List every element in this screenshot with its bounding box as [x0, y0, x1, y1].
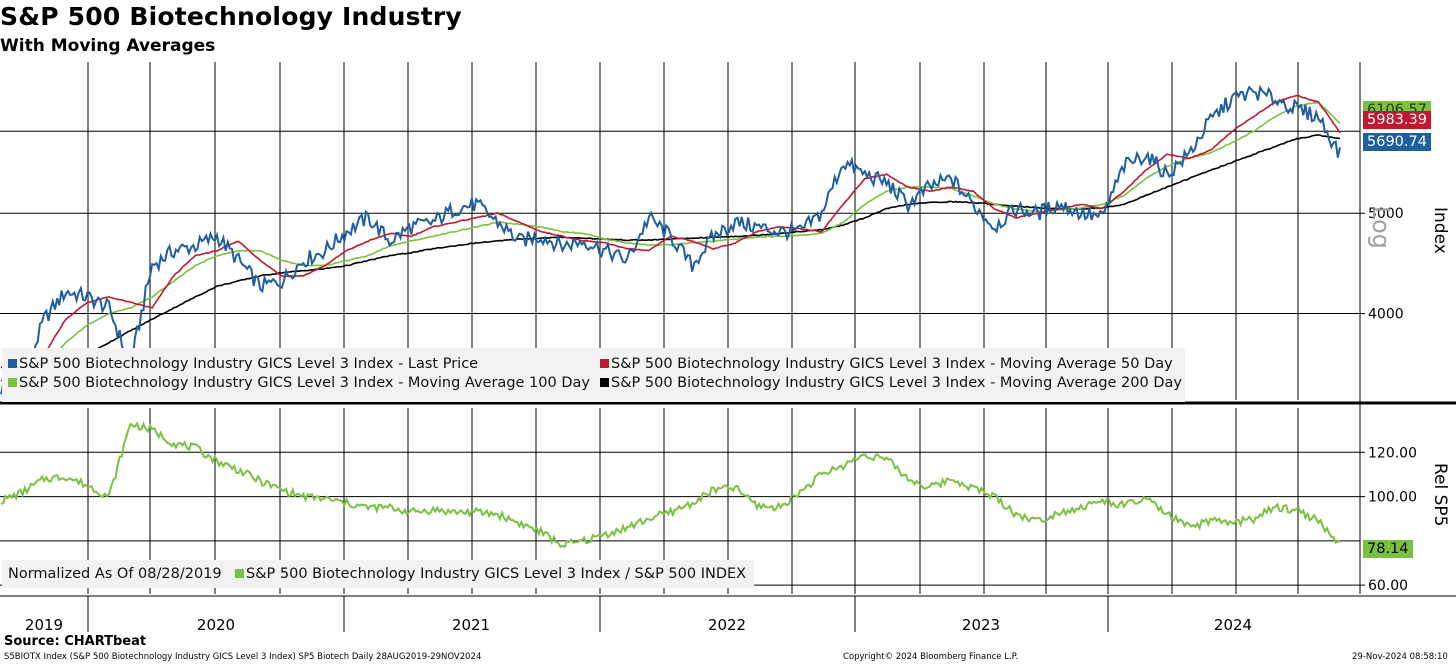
top-ytick-label-1: 5000 [1368, 206, 1404, 222]
legend-label-ma50: S&P 500 Biotechnology Industry GICS Leve… [611, 356, 1173, 372]
year-label-2024: 2024 [1214, 616, 1252, 634]
bottom-ytick-label-2: 100.00 [1368, 490, 1417, 506]
legend-label-ma200: S&P 500 Biotechnology Industry GICS Leve… [611, 375, 1182, 391]
y-axis-label-rel: Rel SP5 [1430, 463, 1450, 527]
tag-ma50-value: 5983.39 [1363, 111, 1431, 129]
year-label-2020: 2020 [197, 616, 235, 634]
legend-label-ma100: S&P 500 Biotechnology Industry GICS Leve… [19, 375, 590, 391]
top-ytick-label-0: 4000 [1368, 307, 1404, 323]
legend-swatch-ma100 [8, 378, 17, 387]
log-scale-label: Log [1367, 206, 1395, 249]
legend-label-last-price: S&P 500 Biotechnology Industry GICS Leve… [19, 356, 479, 372]
legend-item-ma50: S&P 500 Biotechnology Industry GICS Leve… [600, 356, 1173, 372]
series-ma200-line [0, 134, 1341, 372]
year-label-2019: 2019 [25, 616, 63, 634]
bottom-ytick-label-3: 120.00 [1368, 445, 1417, 461]
bottom-ytick-label-0: 60.00 [1368, 578, 1408, 594]
year-label-2023: 2023 [962, 616, 1000, 634]
legend-normalized-note: Normalized As Of 08/28/2019 [8, 566, 222, 582]
legend-item-ma100: S&P 500 Biotechnology Industry GICS Leve… [8, 375, 590, 391]
tag-last-value: 5690.74 [1363, 133, 1431, 151]
legend-swatch-relative [235, 569, 244, 578]
legend-item-last-price: S&P 500 Biotechnology Industry GICS Leve… [8, 356, 478, 372]
year-label-2021: 2021 [452, 616, 490, 634]
chart-title: S&P 500 Biotechnology Industry [0, 2, 462, 31]
source-text: Source: CHARTbeat [4, 634, 147, 649]
legend-swatch-ma200 [600, 378, 609, 387]
legend-swatch-last-price [8, 359, 17, 368]
series-ma100-line [0, 101, 1341, 388]
y-axis-label-index: Index [1430, 207, 1450, 254]
bottom-legend: Normalized As Of 08/28/2019 S&P 500 Biot… [2, 560, 754, 588]
tag-rel-value: 78.14 [1363, 540, 1413, 558]
series-relative-line [0, 421, 1341, 549]
footer-timestamp: 29-Nov-2024 08:58:10 [1352, 652, 1448, 662]
legend-item-ma200: S&P 500 Biotechnology Industry GICS Leve… [600, 375, 1182, 391]
footer-left: S5BIOTX Index (S&P 500 Biotechnology Ind… [4, 652, 482, 662]
footer-copyright: Copyright© 2024 Bloomberg Finance L.P. [843, 652, 1019, 662]
series-last-price-line [0, 84, 1341, 395]
year-label-2022: 2022 [708, 616, 746, 634]
legend-label-relative: S&P 500 Biotechnology Industry GICS Leve… [246, 566, 747, 582]
legend-swatch-ma50 [600, 359, 609, 368]
top-legend: S&P 500 Biotechnology Industry GICS Leve… [2, 348, 1185, 402]
legend-item-relative: S&P 500 Biotechnology Industry GICS Leve… [235, 566, 746, 582]
chart-subtitle: With Moving Averages [0, 36, 216, 56]
